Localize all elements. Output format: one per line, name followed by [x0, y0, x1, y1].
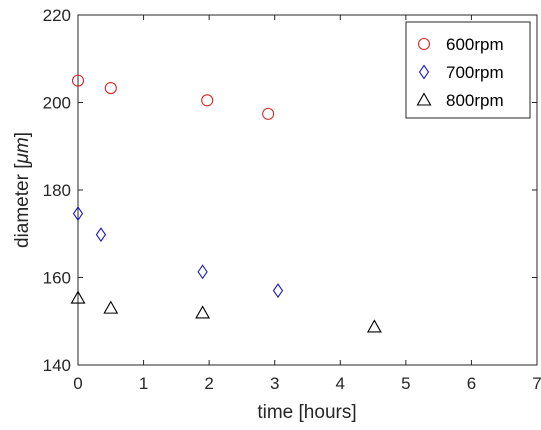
y-axis-label-unit: μm [12, 137, 33, 164]
point-800rpm-1 [103, 300, 119, 314]
x-tick-label-2: 2 [204, 374, 213, 393]
point-600rpm-0 [71, 74, 85, 87]
legend: 600rpm 700rpm 800rpm [405, 21, 531, 119]
axis-ticks [77, 14, 538, 366]
legend-box [405, 21, 531, 119]
x-tick-label-1: 1 [139, 374, 148, 393]
x-tick-label-7: 7 [532, 374, 541, 393]
legend-marker-700rpm [418, 64, 430, 80]
point-700rpm-2 [197, 264, 208, 280]
y-tick-label-180: 180 [43, 181, 71, 200]
point-600rpm-2 [201, 94, 214, 107]
x-tick-label-4: 4 [336, 374, 345, 393]
legend-label-700rpm: 700rpm [446, 63, 504, 82]
legend-label-800rpm: 800rpm [446, 91, 504, 110]
point-600rpm-1 [104, 82, 117, 95]
point-700rpm-1 [95, 227, 107, 243]
point-800rpm-3 [366, 319, 382, 333]
y-axis-label: diameter [μm] [12, 132, 33, 248]
data-points [70, 74, 382, 333]
legend-label-600rpm: 600rpm [446, 35, 504, 54]
y-tick-label-140: 140 [43, 356, 71, 375]
y-tick-labels: 140 160 180 200 220 [43, 6, 71, 375]
point-600rpm-3 [262, 107, 275, 120]
x-tick-labels: 0 1 2 3 4 5 6 7 [73, 374, 541, 393]
legend-markers [416, 37, 432, 106]
legend-marker-600rpm [417, 37, 431, 51]
point-700rpm-0 [72, 206, 84, 222]
y-tick-label-200: 200 [43, 94, 71, 113]
x-tick-label-0: 0 [73, 374, 82, 393]
x-tick-label-6: 6 [467, 374, 476, 393]
y-tick-label-160: 160 [43, 269, 71, 288]
legend-marker-800rpm [416, 92, 432, 106]
x-tick-label-5: 5 [401, 374, 410, 393]
y-tick-label-220: 220 [43, 6, 71, 25]
x-tick-label-3: 3 [270, 374, 279, 393]
x-axis-label: time [hours] [257, 402, 356, 423]
point-800rpm-2 [195, 305, 211, 319]
point-800rpm-0 [70, 290, 86, 304]
point-700rpm-3 [272, 283, 284, 299]
y-axis-label-text: diameter [ [12, 163, 33, 248]
y-axis-label-close: ] [12, 132, 33, 137]
